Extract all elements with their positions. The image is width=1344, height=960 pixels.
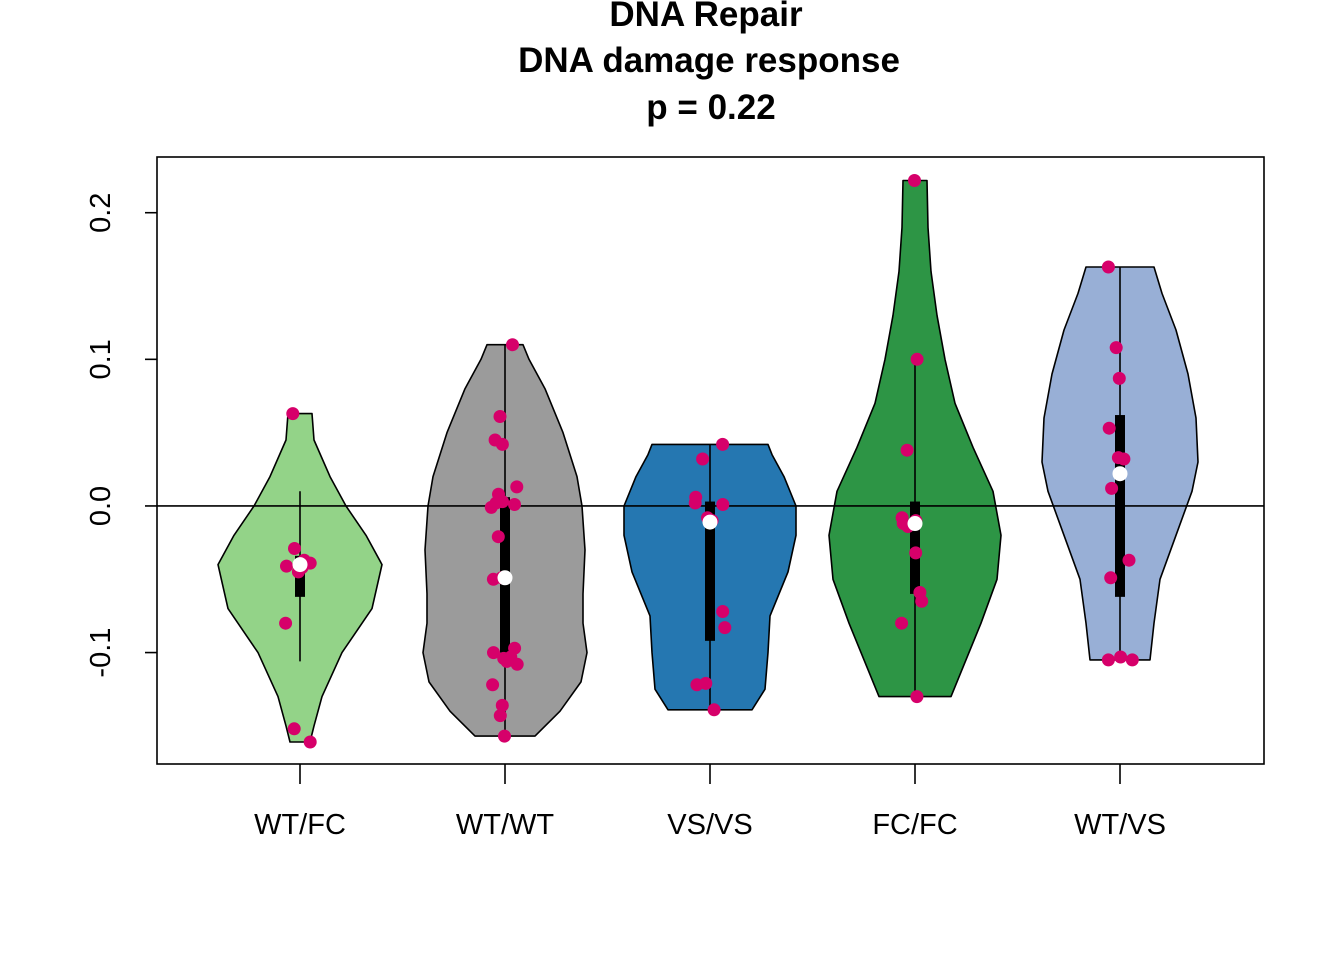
- x-tick-label: WT/WT: [456, 809, 555, 841]
- x-tick-label: VS/VS: [667, 809, 752, 841]
- data-point: [510, 657, 524, 671]
- data-point: [1105, 481, 1119, 495]
- x-tick-label: WT/FC: [254, 809, 346, 841]
- data-point: [491, 530, 505, 544]
- data-point: [506, 338, 519, 352]
- median-marker-wt-wt: [497, 570, 513, 586]
- data-point: [493, 410, 507, 423]
- chart-title-line-1: DNA Repair: [609, 0, 803, 34]
- data-point: [1114, 650, 1128, 664]
- data-point: [900, 443, 914, 457]
- data-point: [1112, 371, 1126, 385]
- data-point: [707, 703, 721, 717]
- data-point: [1101, 653, 1115, 667]
- data-point: [1109, 341, 1123, 355]
- data-point: [288, 542, 301, 555]
- data-point: [1122, 553, 1136, 567]
- data-point: [500, 654, 514, 668]
- data-point: [1117, 452, 1131, 466]
- data-point: [915, 594, 929, 608]
- y-tick-label: 0.2: [85, 193, 117, 233]
- y-tick-label: 0.1: [85, 339, 117, 379]
- data-point: [487, 646, 500, 660]
- data-point: [510, 480, 524, 494]
- data-point: [1102, 421, 1116, 435]
- median-marker-fc-fc: [907, 516, 923, 532]
- iqr-box-vs-vs: [705, 501, 715, 641]
- y-tick-label: -0.1: [85, 628, 117, 678]
- data-point: [286, 407, 300, 421]
- data-point: [486, 572, 500, 586]
- data-point: [910, 690, 924, 704]
- data-point: [716, 605, 730, 618]
- y-tick-label: 0.0: [85, 486, 117, 526]
- data-point: [908, 174, 921, 187]
- data-point: [287, 722, 301, 736]
- x-tick-label: FC/FC: [872, 809, 957, 841]
- x-tick-label: WT/VS: [1074, 809, 1166, 841]
- data-point: [716, 437, 730, 451]
- data-point: [508, 498, 521, 511]
- plot-frame: [156, 156, 1265, 765]
- chart-title-line-3: p = 0.22: [646, 88, 775, 127]
- data-point: [303, 735, 317, 749]
- data-point: [1125, 653, 1139, 667]
- plot-area: -0.1 0.0 0.1 0.2 WT/FC WT/WT VS/VS FC/FC WT/VS: [85, 174, 1264, 841]
- data-point: [910, 352, 924, 366]
- median-marker-vs-vs: [702, 514, 718, 530]
- data-point: [1104, 571, 1118, 585]
- data-point: [688, 496, 702, 510]
- median-marker-wt-fc: [292, 557, 308, 573]
- median-marker-wt-vs: [1112, 466, 1128, 482]
- data-point: [495, 698, 509, 712]
- data-point: [909, 546, 923, 560]
- data-point: [718, 621, 732, 635]
- data-point: [484, 500, 498, 514]
- data-point: [716, 498, 730, 511]
- data-point: [498, 729, 511, 743]
- data-point: [486, 678, 500, 692]
- data-point: [696, 452, 710, 466]
- data-point: [690, 678, 704, 692]
- data-point: [279, 616, 293, 630]
- data-point: [895, 616, 909, 630]
- iqr-box-wt-vs: [1115, 415, 1125, 597]
- chart-title-line-2: DNA damage response: [518, 41, 900, 80]
- data-point: [280, 559, 293, 573]
- data-point: [1101, 260, 1115, 274]
- data-point: [495, 437, 509, 451]
- data-point: [493, 709, 507, 723]
